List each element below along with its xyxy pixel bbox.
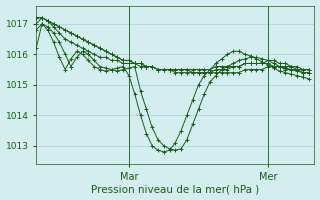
X-axis label: Pression niveau de la mer( hPa ): Pression niveau de la mer( hPa ) (91, 184, 260, 194)
